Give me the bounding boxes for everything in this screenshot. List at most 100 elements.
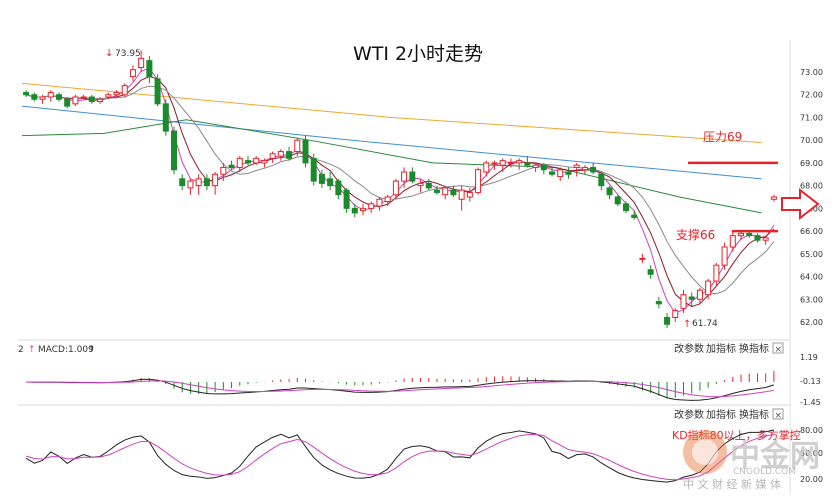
- watermark-site: CNGOLD.COM: [733, 467, 796, 477]
- macd-histogram: [33, 370, 775, 399]
- candle: [598, 172, 605, 191]
- candle-body: [532, 164, 539, 168]
- candle-body: [590, 166, 597, 173]
- candle-body: [286, 151, 293, 159]
- candle-body: [409, 171, 416, 182]
- candle-body: [376, 198, 383, 207]
- kd-d-line: [25, 433, 775, 481]
- high-arrow-icon: ↓: [105, 48, 113, 59]
- candle-body: [80, 96, 87, 99]
- candle-body: [360, 207, 367, 212]
- candle: [540, 162, 547, 175]
- candle: [351, 203, 358, 218]
- candle: [770, 194, 777, 202]
- candle-body: [121, 85, 128, 96]
- kd-close-icon: ×: [775, 411, 783, 421]
- candle: [310, 153, 317, 186]
- macd-tab-add[interactable]: 加指标: [706, 342, 736, 355]
- candle: [713, 262, 720, 286]
- macd-panel-number: 2: [18, 345, 24, 355]
- candle: [39, 94, 46, 104]
- candle-body: [606, 187, 613, 196]
- candle-body: [97, 98, 104, 103]
- kd-tick-low: 20.00: [800, 475, 823, 484]
- price-tick-label: 62.00: [800, 318, 823, 327]
- kd-tab-switch[interactable]: 换指标: [739, 408, 769, 421]
- candle: [590, 162, 597, 175]
- high-marker: ↓ 73.95: [105, 48, 141, 59]
- price-tick-label: 73.00: [800, 68, 823, 77]
- candle: [261, 158, 268, 168]
- candle-body: [269, 153, 276, 159]
- ma-line-short: [25, 67, 775, 314]
- candle-body: [228, 164, 235, 168]
- candle-body: [351, 207, 358, 214]
- candle: [433, 185, 440, 195]
- macd-tab-params[interactable]: 改参数: [674, 342, 704, 355]
- resistance-annotation: 压力69: [688, 130, 778, 165]
- candle: [688, 292, 695, 307]
- macd-tab-switch[interactable]: 换指标: [739, 342, 769, 355]
- macd-label: MACD:1.009: [38, 345, 94, 355]
- candle: [203, 174, 210, 191]
- price-tick-label: 72.00: [800, 91, 823, 100]
- cngold-logo-inner: [692, 439, 718, 465]
- candle-body: [105, 94, 112, 98]
- candle-body: [277, 151, 284, 157]
- candle-body: [146, 60, 153, 78]
- candle: [647, 265, 654, 279]
- candle: [721, 242, 728, 270]
- ma-line-green: [21, 119, 762, 214]
- kd-tab-params[interactable]: 改参数: [674, 408, 704, 421]
- ma-line-mid: [25, 76, 775, 308]
- candle: [343, 187, 350, 213]
- candle-body: [713, 264, 720, 282]
- candle-body: [154, 78, 161, 105]
- candle: [631, 210, 638, 220]
- candle: [729, 231, 736, 252]
- ma-line-blue: [21, 105, 762, 180]
- candle-body: [557, 169, 564, 178]
- candle-body: [705, 280, 712, 296]
- candle: [762, 235, 769, 245]
- candle-body: [384, 196, 391, 203]
- kd-close-button[interactable]: [772, 408, 784, 420]
- candle-body: [507, 162, 514, 165]
- candle-body: [581, 166, 588, 171]
- candle: [23, 90, 30, 97]
- macd-tick-low: -1.45: [800, 398, 821, 407]
- price-tick-label: 71.00: [800, 113, 823, 122]
- candle: [738, 231, 745, 241]
- candle: [269, 151, 276, 163]
- kd-tab-add[interactable]: 加指标: [706, 408, 736, 421]
- candle: [491, 160, 498, 170]
- candle: [622, 201, 629, 213]
- candle-body: [327, 178, 334, 187]
- candle-body: [72, 96, 79, 105]
- candle-body: [253, 157, 260, 164]
- candle-body: [401, 171, 408, 182]
- candle: [105, 92, 112, 100]
- candle: [458, 185, 465, 211]
- price-tick-label: 64.00: [800, 273, 823, 282]
- candle-body: [220, 166, 227, 175]
- candlesticks: [23, 50, 777, 328]
- candle-body: [39, 96, 46, 100]
- candle-body: [171, 130, 178, 171]
- candle-body: [746, 232, 753, 237]
- candle-body: [729, 235, 736, 248]
- candle: [376, 197, 383, 211]
- candle: [318, 169, 325, 188]
- ma-line-orange: [21, 82, 762, 143]
- candle: [72, 94, 79, 107]
- candle: [507, 158, 514, 168]
- candle: [705, 278, 712, 300]
- price-tick-label: 63.00: [800, 295, 823, 304]
- macd-tick-mid: -0.13: [800, 377, 821, 386]
- macd-tick-high: 1.19: [800, 353, 818, 362]
- candle: [754, 233, 761, 243]
- candle-body: [417, 182, 424, 187]
- candle-body: [23, 91, 30, 96]
- macd-close-button[interactable]: [772, 342, 784, 354]
- kd-tick-mid: 50.00: [800, 449, 823, 458]
